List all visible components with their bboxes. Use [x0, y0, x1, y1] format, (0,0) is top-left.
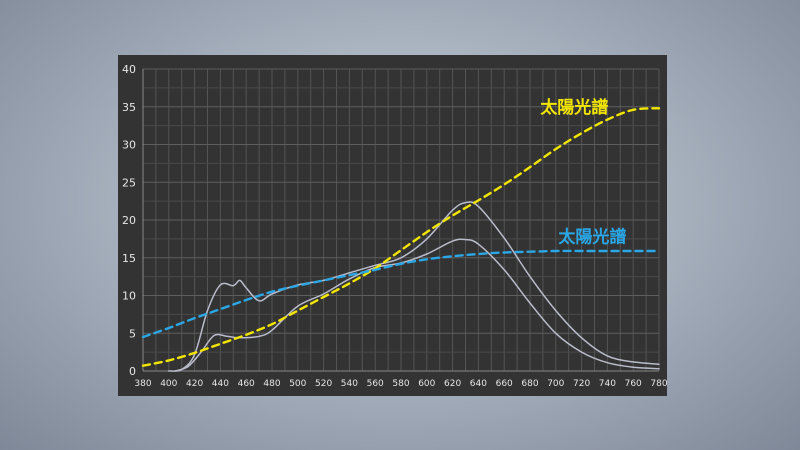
x-tick-label: 580 — [392, 379, 409, 389]
y-tick-label: 20 — [122, 214, 136, 227]
y-tick-label: 10 — [122, 290, 136, 303]
y-tick-label: 40 — [122, 63, 136, 76]
x-tick-label: 520 — [315, 379, 332, 389]
spectrum-chart: 0 5 10 15 20 25 30 35 40 380 400 420 440 460 480 500 520… — [122, 63, 667, 389]
solar-spectrum-blue-line — [141, 249, 661, 339]
x-tick-label: 380 — [134, 379, 151, 389]
x-tick-label: 540 — [341, 379, 358, 389]
x-tick-label: 760 — [625, 379, 642, 389]
y-tick-label: 25 — [122, 176, 136, 189]
x-tick-label: 440 — [212, 379, 229, 389]
grey-spectrum-line — [174, 238, 660, 372]
x-tick-label: 460 — [238, 379, 255, 389]
x-tick-label: 720 — [573, 379, 590, 389]
x-tick-label: 700 — [547, 379, 564, 389]
grey-spectrum-line — [168, 201, 660, 372]
x-tick-label: 600 — [418, 379, 435, 389]
x-tick-label: 620 — [444, 379, 461, 389]
x-tick-label: 780 — [650, 379, 667, 389]
y-tick-label: 0 — [129, 365, 136, 378]
series-label-yellow: 太陽光譜 — [540, 97, 608, 118]
y-tick-label: 5 — [129, 327, 136, 340]
grid — [142, 68, 660, 372]
x-tick-label: 420 — [186, 379, 203, 389]
x-tick-label: 560 — [367, 379, 384, 389]
series-label-blue: 太陽光譜 — [558, 227, 626, 248]
x-tick-label: 640 — [470, 379, 487, 389]
solar-spectrum-yellow-line — [141, 107, 661, 367]
chart-panel: 0 5 10 15 20 25 30 35 40 380 400 420 440 460 480 500 520… — [118, 55, 667, 396]
y-tick-label: 35 — [122, 101, 136, 114]
y-tick-label: 15 — [122, 252, 136, 265]
x-tick-label: 400 — [160, 379, 177, 389]
axes: 0 5 10 15 20 25 30 35 40 380 400 420 440 460 480 500 520… — [122, 63, 667, 389]
x-tick-label: 680 — [521, 379, 538, 389]
x-tick-label: 500 — [289, 379, 306, 389]
y-tick-label: 30 — [122, 139, 136, 152]
series-group — [141, 107, 661, 372]
x-tick-label: 660 — [496, 379, 513, 389]
x-tick-label: 740 — [599, 379, 616, 389]
x-tick-label: 480 — [263, 379, 280, 389]
